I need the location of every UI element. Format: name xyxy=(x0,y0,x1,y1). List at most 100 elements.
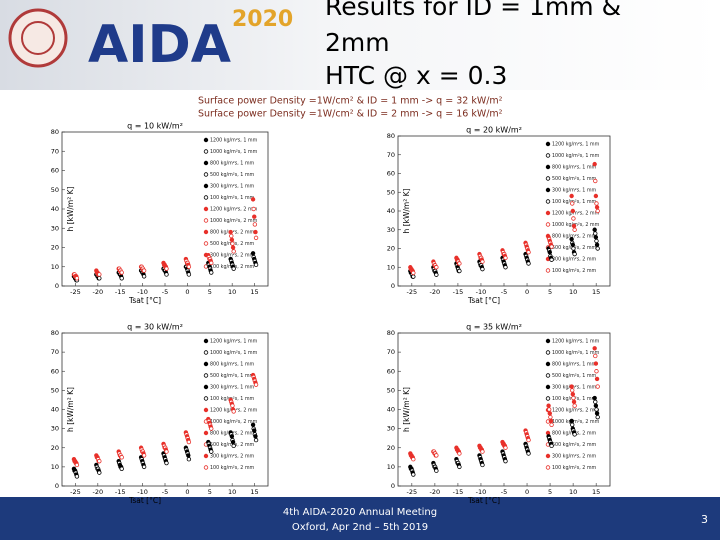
title: Results for ID = 1mm & 2mm HTC @ x = 0.3 xyxy=(325,0,621,90)
x-tick-label: 15 xyxy=(250,488,258,496)
legend-marker xyxy=(203,149,209,154)
x-tick-label: 5 xyxy=(208,488,212,496)
legend-marker xyxy=(545,396,551,401)
x-tick-label: -10 xyxy=(137,488,148,496)
data-point xyxy=(594,407,599,412)
footer-bar xyxy=(0,497,720,540)
x-tick-label: -15 xyxy=(115,288,126,296)
data-point xyxy=(253,235,259,241)
data-point xyxy=(593,231,598,236)
data-point xyxy=(480,266,485,272)
data-point xyxy=(164,449,169,454)
legend-marker xyxy=(545,384,551,390)
legend-label: 100 kg/m²s, 1 mm xyxy=(210,195,255,201)
data-point xyxy=(569,384,574,389)
x-tick-label: -5 xyxy=(501,288,507,296)
y-tick-label: 60 xyxy=(51,167,59,175)
legend-marker xyxy=(203,430,209,436)
data-point xyxy=(526,261,531,266)
data-point xyxy=(548,414,553,420)
data-point xyxy=(97,276,102,281)
data-point xyxy=(209,270,214,275)
legend-marker xyxy=(545,268,551,273)
legend-marker xyxy=(545,465,551,470)
data-point xyxy=(593,235,599,240)
data-point xyxy=(231,409,236,414)
data-point xyxy=(252,222,258,227)
y-tick-label: 20 xyxy=(387,444,395,452)
data-point xyxy=(526,437,531,443)
y-tick-label: 30 xyxy=(387,425,395,433)
data-point xyxy=(229,434,235,439)
data-point xyxy=(480,449,485,454)
data-point xyxy=(164,272,169,277)
data-point xyxy=(434,265,439,270)
data-point xyxy=(595,414,600,420)
data-point xyxy=(253,262,259,268)
y-tick-label: 60 xyxy=(387,170,395,178)
data-point xyxy=(434,453,439,458)
y-tick-label: 80 xyxy=(387,329,395,337)
y-tick-label: 70 xyxy=(51,348,59,356)
legend-label: 1200 kg/m²s, 2 mm xyxy=(210,207,258,213)
legend-marker xyxy=(203,160,209,166)
logo-text: AIDA xyxy=(88,15,231,75)
subtitle: Surface power Density =1W/cm² & ID = 1 m… xyxy=(198,96,503,107)
data-point xyxy=(250,197,256,202)
title-line: HTC @ x = 0.3 xyxy=(325,61,507,90)
y-tick-label: 70 xyxy=(51,147,59,155)
legend-marker xyxy=(203,338,209,344)
data-point xyxy=(547,411,552,416)
data-point xyxy=(231,249,236,254)
chart-title: q = 20 kW/m² xyxy=(466,126,522,135)
y-axis-label: h [kW/m² K] xyxy=(402,188,411,233)
data-point xyxy=(593,193,599,199)
legend-marker xyxy=(545,350,551,355)
data-point xyxy=(569,236,574,242)
data-point xyxy=(526,250,531,255)
legend-label: 1000 kg/m²s, 2 mm xyxy=(552,419,600,425)
legend-marker xyxy=(545,176,551,181)
data-point xyxy=(572,403,577,408)
legend-label: 100 kg/m²s, 2 mm xyxy=(552,268,597,274)
x-tick-label: -5 xyxy=(162,288,168,296)
data-point xyxy=(503,265,508,270)
legend-label: 100 kg/m²s, 1 mm xyxy=(552,199,597,205)
legend-label: 800 kg/m²s, 1 mm xyxy=(210,362,255,368)
logo-year: 2020 xyxy=(232,7,293,32)
data-point xyxy=(569,418,574,424)
x-tick-label: 10 xyxy=(569,488,577,496)
data-point xyxy=(595,384,600,389)
legend-label: 100 kg/m²s, 2 mm xyxy=(210,465,255,471)
data-point xyxy=(549,244,554,249)
y-tick-label: 50 xyxy=(387,386,395,394)
x-tick-label: -25 xyxy=(407,288,418,296)
data-point xyxy=(546,407,552,412)
data-point xyxy=(252,214,257,219)
data-point xyxy=(186,272,192,277)
data-point xyxy=(74,462,80,468)
legend-label: 1000 kg/m²s, 1 mm xyxy=(552,153,600,159)
y-tick-label: 40 xyxy=(387,207,395,215)
x-tick-label: 0 xyxy=(185,288,189,296)
data-point xyxy=(164,460,169,466)
legend-label: 300 kg/m²s, 1 mm xyxy=(552,385,597,391)
data-point xyxy=(230,403,235,408)
y-tick-label: 30 xyxy=(387,226,395,234)
data-point xyxy=(594,242,600,247)
data-point xyxy=(252,428,257,433)
data-point xyxy=(119,466,124,471)
title-line: 2mm xyxy=(325,28,390,57)
data-point xyxy=(411,457,416,462)
plot-area xyxy=(61,131,269,287)
data-point xyxy=(97,470,102,475)
data-point xyxy=(503,445,508,450)
legend-marker xyxy=(203,361,209,367)
data-point xyxy=(594,411,600,416)
x-tick-label: 5 xyxy=(548,488,552,496)
legend-marker xyxy=(545,222,551,227)
legend-marker xyxy=(545,187,551,193)
y-tick-label: 80 xyxy=(51,329,59,337)
